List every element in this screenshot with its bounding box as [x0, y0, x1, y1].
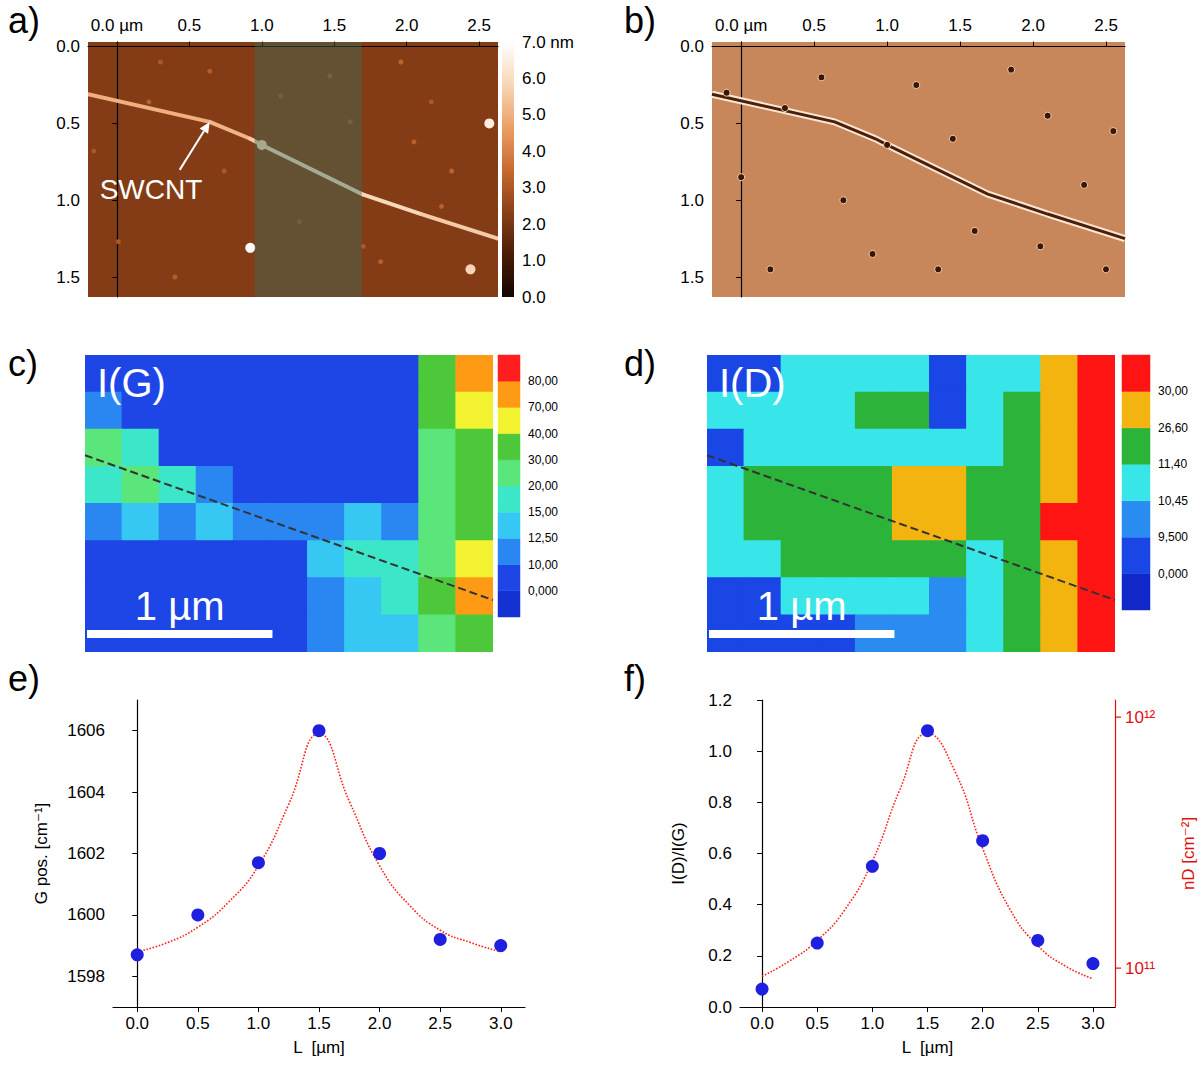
svg-text:20,00: 20,00 [528, 479, 558, 493]
svg-text:30,00: 30,00 [528, 453, 558, 467]
svg-text:10¹¹: 10¹¹ [1125, 959, 1156, 978]
svg-text:0.4: 0.4 [708, 895, 732, 914]
svg-text:2.0: 2.0 [522, 215, 546, 234]
svg-text:0,000: 0,000 [1158, 567, 1188, 581]
svg-text:1.5: 1.5 [948, 16, 972, 35]
svg-text:3.0: 3.0 [522, 178, 546, 197]
svg-text:1606: 1606 [67, 721, 105, 740]
svg-text:0.5: 0.5 [802, 16, 826, 35]
svg-text:a): a) [8, 0, 40, 41]
svg-text:0.5: 0.5 [805, 1014, 829, 1033]
svg-text:L [µm]: L [µm] [902, 1038, 954, 1057]
svg-text:0.5: 0.5 [680, 114, 704, 133]
svg-text:e): e) [8, 658, 40, 699]
svg-text:30,00: 30,00 [1158, 384, 1188, 398]
svg-text:1.0: 1.0 [861, 1014, 885, 1033]
svg-text:2.5: 2.5 [1026, 1014, 1050, 1033]
svg-text:0.6: 0.6 [708, 844, 732, 863]
svg-text:1.0: 1.0 [875, 16, 899, 35]
svg-text:0.8: 0.8 [708, 793, 732, 812]
svg-text:0,000: 0,000 [528, 584, 558, 598]
svg-text:0.0: 0.0 [750, 1014, 774, 1033]
svg-text:15,00: 15,00 [528, 505, 558, 519]
svg-text:10,45: 10,45 [1158, 494, 1188, 508]
svg-text:1.5: 1.5 [916, 1014, 940, 1033]
svg-text:0.0 µm: 0.0 µm [91, 16, 143, 35]
svg-text:1.0: 1.0 [247, 1014, 271, 1033]
svg-text:0.2: 0.2 [708, 946, 732, 965]
svg-text:3.0: 3.0 [1081, 1014, 1105, 1033]
svg-text:1.5: 1.5 [680, 268, 704, 287]
svg-text:1598: 1598 [67, 967, 105, 986]
svg-text:0.5: 0.5 [56, 114, 80, 133]
svg-text:L [µm]: L [µm] [293, 1038, 345, 1057]
svg-text:2.0: 2.0 [971, 1014, 995, 1033]
svg-text:11,40: 11,40 [1158, 457, 1187, 471]
svg-text:5.0: 5.0 [522, 105, 546, 124]
svg-text:I(G): I(G) [97, 361, 166, 405]
svg-text:7.0 nm: 7.0 nm [522, 33, 574, 52]
svg-text:d): d) [624, 343, 656, 384]
svg-text:2.5: 2.5 [428, 1014, 452, 1033]
svg-text:1.5: 1.5 [322, 16, 346, 35]
svg-text:70,00: 70,00 [528, 400, 558, 414]
svg-text:1.5: 1.5 [307, 1014, 331, 1033]
svg-text:2.5: 2.5 [1094, 16, 1118, 35]
svg-text:12,50: 12,50 [528, 531, 558, 545]
svg-text:f): f) [624, 658, 646, 699]
svg-text:1.5: 1.5 [56, 268, 80, 287]
svg-text:3.0: 3.0 [489, 1014, 513, 1033]
svg-text:1.0: 1.0 [708, 742, 732, 761]
svg-text:0.0: 0.0 [56, 37, 80, 56]
svg-text:0.0 µm: 0.0 µm [715, 16, 767, 35]
svg-text:2.5: 2.5 [467, 16, 491, 35]
svg-text:2.0: 2.0 [368, 1014, 392, 1033]
svg-text:G pos. [cm⁻¹]: G pos. [cm⁻¹] [32, 803, 51, 905]
svg-text:1.0: 1.0 [250, 16, 274, 35]
svg-text:0.5: 0.5 [186, 1014, 210, 1033]
svg-text:10,00: 10,00 [528, 558, 558, 572]
svg-text:1602: 1602 [67, 844, 105, 863]
svg-text:1.0: 1.0 [522, 251, 546, 270]
svg-text:1.2: 1.2 [708, 691, 732, 710]
svg-text:0.0: 0.0 [522, 288, 546, 307]
svg-text:1 µm: 1 µm [757, 584, 847, 628]
svg-text:I(D)/I(G): I(D)/I(G) [669, 822, 688, 884]
svg-text:nD [cm⁻²]: nD [cm⁻²] [1179, 817, 1198, 890]
svg-text:2.0: 2.0 [1021, 16, 1045, 35]
svg-text:6.0: 6.0 [522, 69, 546, 88]
svg-text:2.0: 2.0 [395, 16, 419, 35]
svg-text:1.0: 1.0 [680, 191, 704, 210]
svg-text:1604: 1604 [67, 783, 105, 802]
svg-text:80,00: 80,00 [528, 374, 558, 388]
svg-text:1600: 1600 [67, 905, 105, 924]
svg-text:0.0: 0.0 [708, 998, 732, 1017]
svg-text:0.0: 0.0 [125, 1014, 149, 1033]
svg-text:40,00: 40,00 [528, 427, 558, 441]
svg-text:0.5: 0.5 [178, 16, 202, 35]
svg-text:1.0: 1.0 [56, 191, 80, 210]
svg-text:0.0: 0.0 [680, 37, 704, 56]
svg-text:SWCNT: SWCNT [100, 174, 203, 205]
svg-text:10¹²: 10¹² [1125, 708, 1156, 727]
svg-text:9,500: 9,500 [1158, 530, 1188, 544]
svg-text:I(D): I(D) [719, 361, 786, 405]
svg-text:1 µm: 1 µm [135, 584, 225, 628]
svg-text:4.0: 4.0 [522, 142, 546, 161]
svg-text:26,60: 26,60 [1158, 421, 1188, 435]
svg-text:b): b) [624, 0, 656, 41]
svg-text:c): c) [8, 343, 38, 384]
